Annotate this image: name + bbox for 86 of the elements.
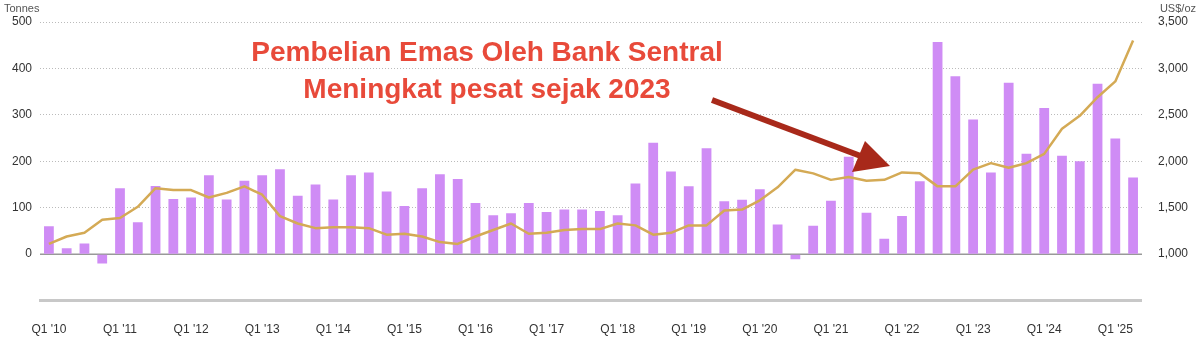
x-tick-label: Q1 '17 xyxy=(529,322,565,337)
bar xyxy=(737,199,747,254)
y-tick-label: 200 xyxy=(11,153,33,168)
x-tick-label: Q1 '22 xyxy=(884,322,920,337)
y2-tick-label: 3,500 xyxy=(1157,14,1189,29)
x-tick-label: Q1 '20 xyxy=(742,322,778,337)
bar xyxy=(363,172,374,254)
bar xyxy=(843,156,854,254)
bar xyxy=(435,174,445,254)
x-tick-label: Q1 '16 xyxy=(457,322,494,337)
bar xyxy=(914,181,925,254)
bar xyxy=(221,199,232,254)
x-tick-label: Q1 '13 xyxy=(244,322,280,337)
bar xyxy=(559,209,570,254)
bar xyxy=(115,188,125,254)
bar xyxy=(257,175,268,254)
bar xyxy=(1057,155,1067,254)
bar xyxy=(1110,138,1121,254)
bar xyxy=(879,238,890,254)
bar xyxy=(666,171,676,254)
x-tick-label: Q1 '23 xyxy=(955,322,991,337)
bar xyxy=(523,203,534,254)
x-tick-label: Q1 '12 xyxy=(173,322,209,337)
x-tick-label: Q1 '14 xyxy=(315,322,352,337)
bar xyxy=(79,243,90,254)
bar xyxy=(203,175,214,254)
y2-tick-label: 2,500 xyxy=(1157,107,1189,122)
bar xyxy=(861,212,872,254)
x-tick-label: Q1 '10 xyxy=(31,322,67,337)
bar xyxy=(612,215,623,254)
bar xyxy=(950,76,961,254)
y-tick-label: 500 xyxy=(11,14,33,29)
bar xyxy=(701,148,712,254)
x-tick-label: Q1 '21 xyxy=(813,322,849,337)
bar xyxy=(772,224,783,254)
bar xyxy=(1128,177,1138,254)
bar xyxy=(44,226,54,254)
y-tick-label: 400 xyxy=(11,60,33,75)
y-tick-label: 0 xyxy=(25,246,33,261)
bar xyxy=(97,254,108,264)
bar xyxy=(328,199,339,254)
y-tick-label: 300 xyxy=(11,107,33,122)
bar xyxy=(1021,153,1032,254)
bar xyxy=(275,169,285,254)
bar xyxy=(577,209,587,254)
bar xyxy=(506,213,516,254)
bar xyxy=(132,222,143,254)
bar xyxy=(648,142,659,254)
bar xyxy=(968,119,979,254)
x-tick-label: Q1 '15 xyxy=(386,322,423,337)
bar xyxy=(683,186,694,254)
y-axis-title: Tonnes xyxy=(4,1,40,14)
y-tick-label: 100 xyxy=(11,200,33,215)
x-tick-label: Q1 '11 xyxy=(102,322,138,337)
y2-tick-label: 1,000 xyxy=(1157,246,1189,261)
bar xyxy=(61,248,72,254)
bar xyxy=(452,178,463,254)
bar xyxy=(1039,107,1050,254)
bar xyxy=(932,41,943,254)
bar xyxy=(168,198,179,254)
bar xyxy=(808,225,819,254)
bar xyxy=(346,175,356,254)
y2-tick-label: 1,500 xyxy=(1157,200,1189,215)
bar xyxy=(1074,161,1085,254)
bar xyxy=(826,200,836,254)
bar xyxy=(754,189,765,254)
bar xyxy=(1092,83,1103,254)
bar xyxy=(417,188,428,254)
bar xyxy=(186,197,196,254)
x-tick-label: Q1 '24 xyxy=(1026,322,1063,337)
y2-tick-label: 3,000 xyxy=(1157,60,1189,75)
x-tick-label: Q1 '18 xyxy=(600,322,636,337)
bar xyxy=(488,215,499,254)
x-tick-label: Q1 '19 xyxy=(671,322,707,337)
y2-axis-title: US$/oz xyxy=(1159,1,1196,14)
y2-tick-label: 2,000 xyxy=(1157,153,1189,168)
bar xyxy=(1003,82,1014,254)
bar xyxy=(399,205,410,254)
x-tick-label: Q1 '25 xyxy=(1097,322,1134,337)
bar xyxy=(595,210,605,254)
bar xyxy=(719,201,730,254)
bar xyxy=(986,172,996,254)
bar xyxy=(897,216,907,254)
bar xyxy=(292,195,303,254)
annotation: Meningkat pesat sejak 2023 xyxy=(303,72,671,104)
annotation: Pembelian Emas Oleh Bank Sentral xyxy=(251,35,723,67)
